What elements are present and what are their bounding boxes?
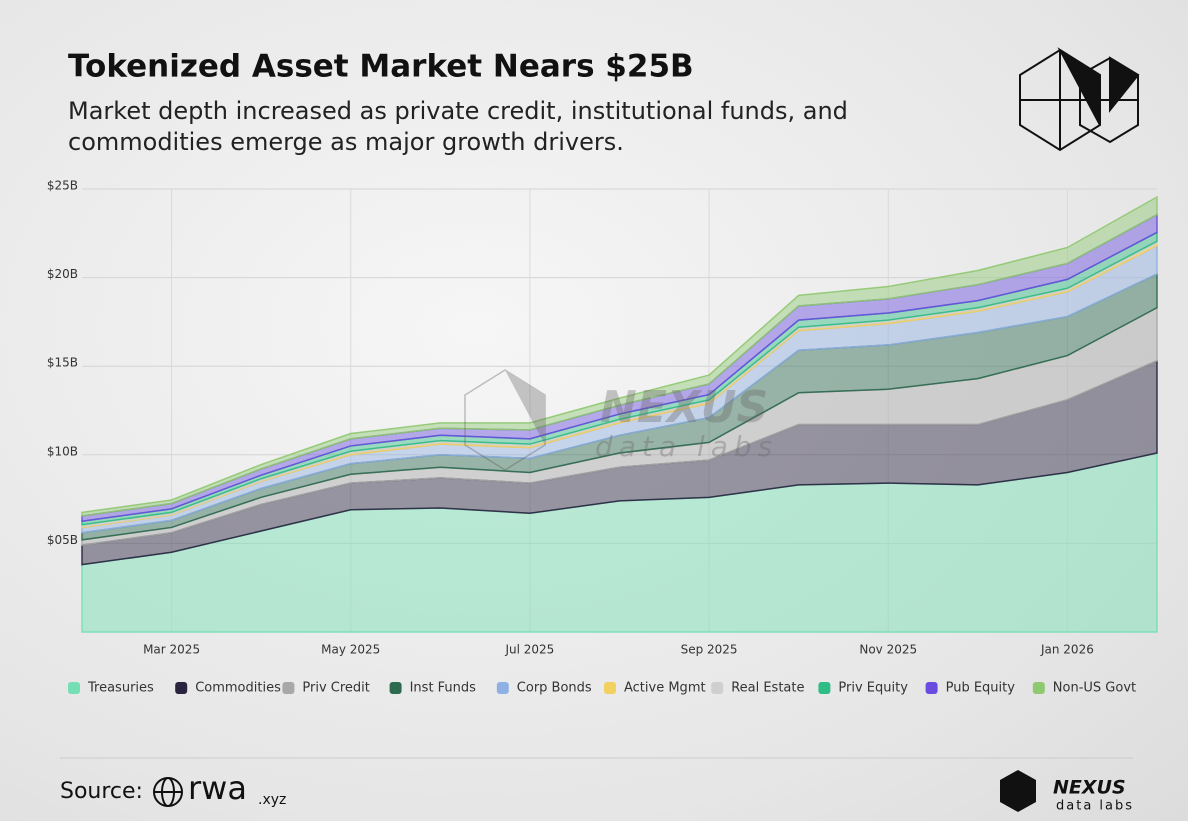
x-tick-label: Mar 2025 (143, 643, 200, 657)
x-tick-label: Sep 2025 (681, 643, 738, 657)
source-label: Source: (60, 779, 143, 804)
globe-icon (153, 777, 183, 807)
legend-label: Corp Bonds (517, 681, 592, 696)
x-tick-label: Jul 2025 (504, 643, 554, 657)
chart-title: Tokenized Asset Market Nears $25B (68, 49, 694, 85)
y-tick-label: $15B (47, 356, 78, 370)
footer-tagline: data labs (1056, 799, 1134, 814)
legend-swatch (604, 682, 616, 694)
watermark: NEXUS data labs (464, 369, 778, 471)
legend-label: Treasuries (87, 681, 154, 696)
legend-swatch (925, 682, 938, 694)
subtitle: commodities emerge as major growth drive… (68, 128, 624, 156)
footer-logo: NEXUS data labs (1000, 770, 1134, 814)
x-tick-label: May 2025 (321, 643, 380, 657)
legend-swatch (496, 682, 509, 694)
footer-brand: NEXUS (1053, 777, 1126, 799)
area (81, 195, 1158, 517)
watermark-tagline: data labs (595, 430, 778, 463)
legend-label: Non-US Govt (1053, 681, 1136, 696)
y-tick-label: $05B (47, 533, 78, 547)
legend-swatch (389, 682, 402, 694)
legend-label: Real Estate (731, 681, 804, 696)
watermark-brand: NEXUS (600, 382, 768, 433)
legend-label: Pub Equity (946, 681, 1016, 696)
subtitle: Market depth increased as private credit… (68, 97, 848, 125)
source-name: rwa (188, 769, 247, 807)
x-tick-label: Nov 2025 (859, 643, 917, 657)
legend-swatch (175, 682, 188, 694)
y-tick-label: $20B (47, 267, 78, 281)
legend-swatch (282, 682, 295, 694)
legend-label: Inst Funds (410, 681, 477, 696)
legend-swatch (1032, 682, 1045, 694)
logo (1019, 47, 1140, 152)
legend-swatch (711, 682, 724, 694)
y-tick-label: $10B (47, 444, 78, 458)
legend-label: Commodities (195, 681, 281, 696)
legend-label: Priv Equity (838, 681, 908, 696)
legend-label: Active Mgmt (624, 681, 706, 696)
y-tick-label: $25B (47, 179, 78, 193)
legend-swatch (818, 682, 831, 694)
source-suffix: .xyz (258, 792, 286, 808)
legend-swatch (68, 682, 80, 694)
x-tick-label: Jan 2026 (1040, 643, 1094, 657)
legend-label: Priv Credit (302, 681, 370, 696)
